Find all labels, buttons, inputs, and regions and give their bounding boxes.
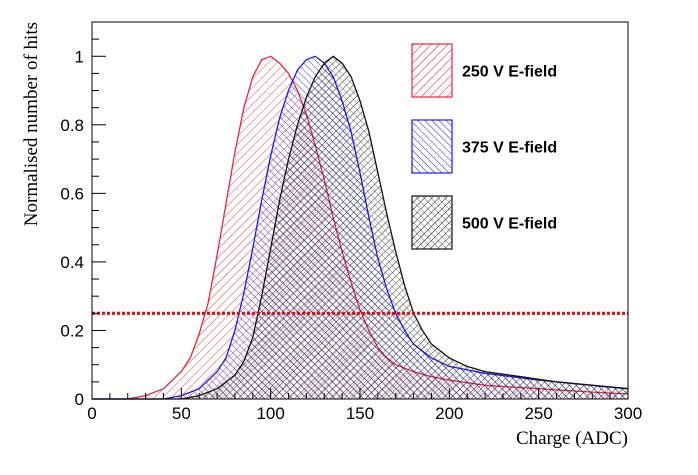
x-tick-label: 250 (524, 404, 552, 423)
legend-label-500-v-e-field: 500 V E-field (462, 216, 557, 233)
legend: 250 V E-field 375 V E-field 500 V E-field (411, 43, 557, 250)
x-tick-label: 0 (87, 404, 96, 423)
legend-label-375-v-e-field: 375 V E-field (462, 140, 557, 157)
legend-swatch-500-v-e-field (411, 195, 453, 250)
x-tick-label: 200 (435, 404, 463, 423)
y-tick-label: 1 (75, 47, 84, 66)
legend-swatch-250-v-e-field (411, 43, 453, 98)
series-area-500-v-e-field (92, 56, 628, 400)
x-tick-label: 150 (346, 404, 374, 423)
y-tick-label: 0.4 (60, 253, 84, 272)
series-line-500-v-e-field (92, 55, 629, 400)
y-tick-label: 0.8 (60, 116, 84, 135)
x-tick-label: 50 (172, 404, 191, 423)
x-tick-label: 100 (256, 404, 284, 423)
y-tick-label: 0.6 (60, 184, 84, 203)
ticks-layer: 0 50 100 150 200 250 300 0 0.2 0.4 0.6 0.8 1 (60, 38, 642, 423)
y-axis-label: Normalised number of hits (21, 22, 42, 226)
x-axis-label: Charge (ADC) (516, 428, 628, 449)
series-layer (92, 55, 629, 400)
legend-swatch-375-v-e-field (411, 119, 453, 174)
legend-label-250-v-e-field: 250 V E-field (462, 64, 557, 81)
y-tick-label: 0 (75, 390, 84, 409)
y-tick-label: 0.2 (60, 321, 84, 340)
series-area-250-v-e-field (92, 56, 628, 400)
x-tick-label: 300 (614, 404, 642, 423)
